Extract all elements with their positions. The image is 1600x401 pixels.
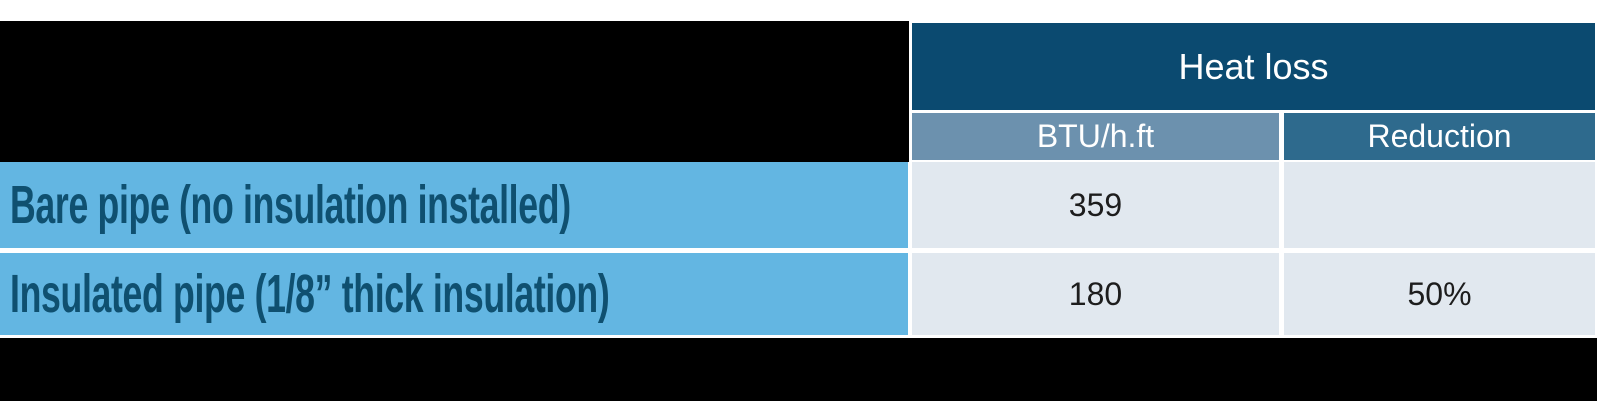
row-label-text: Insulated pipe (1/8” thick insulation) — [10, 264, 610, 324]
bottom-black-bar — [0, 338, 1597, 401]
reduction-column-header: Reduction — [1284, 113, 1595, 160]
heat-loss-header: Heat loss — [912, 23, 1595, 110]
table-row-label-insulated-pipe: Insulated pipe (1/8” thick insulation) — [0, 253, 908, 335]
btu-column-header-label: BTU/h.ft — [1036, 118, 1155, 154]
table-row-label-bare-pipe: Bare pipe (no insulation installed) — [0, 162, 908, 248]
top-left-black-block — [0, 21, 909, 162]
reduction-column-header-label: Reduction — [1367, 118, 1512, 154]
btu-value: 359 — [1068, 186, 1123, 223]
row-label-text: Bare pipe (no insulation installed) — [10, 175, 571, 235]
reduction-value-cell-bare-pipe — [1284, 162, 1595, 248]
btu-value: 180 — [1068, 275, 1123, 312]
btu-value-cell-bare-pipe: 359 — [912, 162, 1279, 248]
reduction-value: 50% — [1407, 275, 1472, 312]
btu-column-header: BTU/h.ft — [912, 113, 1279, 160]
heat-loss-header-label: Heat loss — [1178, 45, 1329, 87]
btu-value-cell-insulated-pipe: 180 — [912, 253, 1279, 335]
reduction-value-cell-insulated-pipe: 50% — [1284, 253, 1595, 335]
